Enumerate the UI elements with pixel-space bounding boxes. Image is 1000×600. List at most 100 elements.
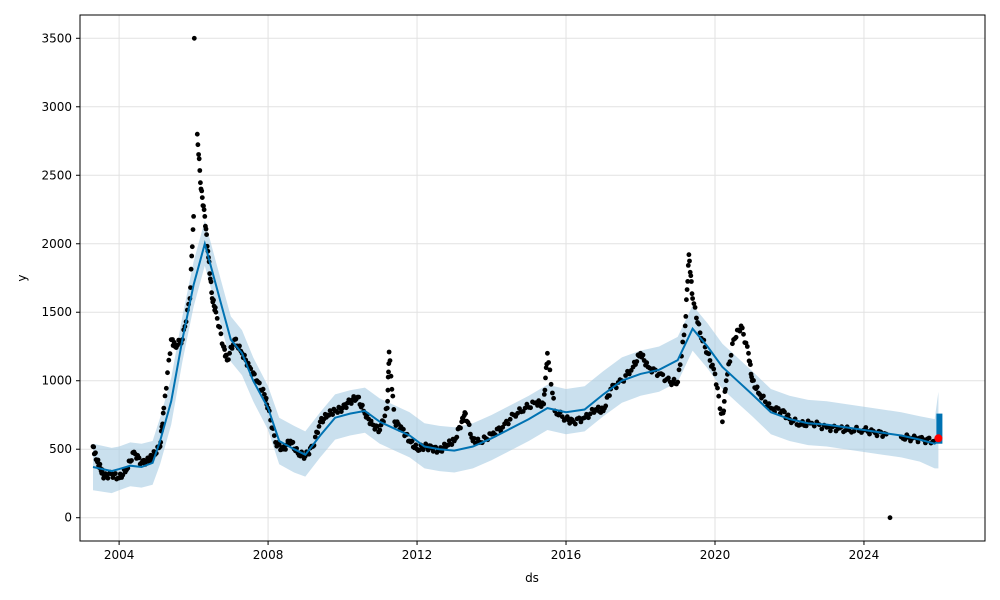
observed-point [710, 362, 715, 368]
observed-point [505, 421, 511, 427]
observed-point [546, 360, 551, 365]
observed-point [262, 392, 267, 397]
y-tick-label: 500 [49, 442, 72, 456]
x-axis-label: ds [525, 571, 539, 585]
observed-point [741, 331, 746, 337]
observed-point [671, 376, 677, 382]
observed-point [887, 515, 893, 521]
observed-point [257, 380, 262, 386]
y-tick-label: 3000 [41, 100, 72, 114]
observed-point [691, 301, 697, 306]
observed-point [413, 442, 419, 448]
observed-point [160, 410, 166, 416]
observed-point [542, 387, 548, 393]
observed-point [551, 395, 556, 401]
observed-point [561, 418, 567, 423]
observed-point [171, 340, 177, 345]
observed-point [785, 412, 791, 418]
observed-point [430, 448, 436, 454]
observed-point [252, 371, 257, 377]
observed-point [218, 331, 224, 337]
x-tick-label: 2016 [551, 548, 582, 562]
observed-point [751, 378, 756, 383]
observed-point [229, 346, 235, 351]
observed-point [385, 398, 390, 404]
observed-point [547, 367, 553, 373]
observed-point [548, 381, 554, 387]
observed-point [706, 351, 712, 357]
observed-point [385, 387, 391, 393]
observed-point [647, 365, 653, 371]
observed-point [545, 350, 550, 356]
observed-point [859, 430, 864, 435]
observed-point [687, 258, 692, 264]
observed-point [782, 409, 787, 415]
observed-point [401, 426, 406, 432]
observed-point [487, 431, 493, 436]
observed-point [449, 442, 455, 447]
observed-point [226, 357, 231, 362]
observed-point [515, 410, 520, 416]
plot-frame [79, 14, 986, 542]
observed-point [803, 423, 809, 429]
observed-point [587, 411, 593, 417]
observed-point [217, 324, 223, 330]
observed-point [475, 436, 481, 442]
observed-point [420, 447, 426, 453]
y-axis-ticks: 0 500 1000 1500 2000 2500 3000 3500 [41, 31, 80, 525]
observed-point [607, 393, 612, 398]
observed-point [212, 305, 218, 310]
observed-point [684, 297, 689, 303]
observed-point [842, 428, 848, 433]
observed-point [161, 405, 167, 411]
observed-point [723, 378, 729, 384]
observed-point [761, 393, 766, 399]
observed-point [541, 392, 547, 397]
observed-point [136, 455, 142, 461]
observed-point [376, 429, 381, 435]
observed-point [697, 330, 703, 336]
observed-point [471, 436, 477, 441]
observed-point [775, 406, 781, 411]
plot-area [80, 15, 985, 541]
observed-point [191, 35, 197, 41]
observed-point [204, 232, 210, 238]
observed-point [166, 357, 172, 363]
observed-point [454, 434, 460, 440]
observed-point [654, 373, 660, 379]
observed-point [201, 203, 206, 209]
observed-point [95, 457, 101, 463]
observed-point [91, 444, 97, 450]
observed-point [572, 421, 578, 427]
observed-point [908, 438, 913, 444]
observed-point [383, 406, 389, 412]
observed-point [680, 339, 686, 345]
observed-point [902, 437, 908, 442]
observed-point [660, 372, 666, 378]
y-tick-label: 0 [64, 511, 72, 525]
observed-point [559, 414, 565, 420]
y-tick-label: 1000 [41, 374, 72, 388]
grid-lines [80, 15, 985, 541]
observed-point [97, 461, 103, 467]
observed-point [819, 426, 825, 432]
observed-point [113, 471, 118, 476]
observed-point [194, 131, 200, 137]
observed-point [828, 428, 833, 434]
observed-point [707, 358, 713, 363]
observed-point [689, 291, 695, 297]
observed-point [578, 419, 584, 425]
observed-point [685, 279, 691, 284]
observed-point [190, 227, 196, 233]
y-tick-label: 2500 [41, 168, 72, 182]
observed-point [580, 416, 586, 421]
observed-point [162, 393, 168, 399]
observed-point [739, 325, 745, 331]
observed-point [640, 352, 646, 358]
observed-point [766, 401, 772, 406]
observed-point [165, 370, 170, 376]
observed-point [628, 368, 634, 373]
observed-point [716, 393, 722, 399]
observed-point [386, 349, 392, 355]
observed-point [199, 195, 205, 201]
